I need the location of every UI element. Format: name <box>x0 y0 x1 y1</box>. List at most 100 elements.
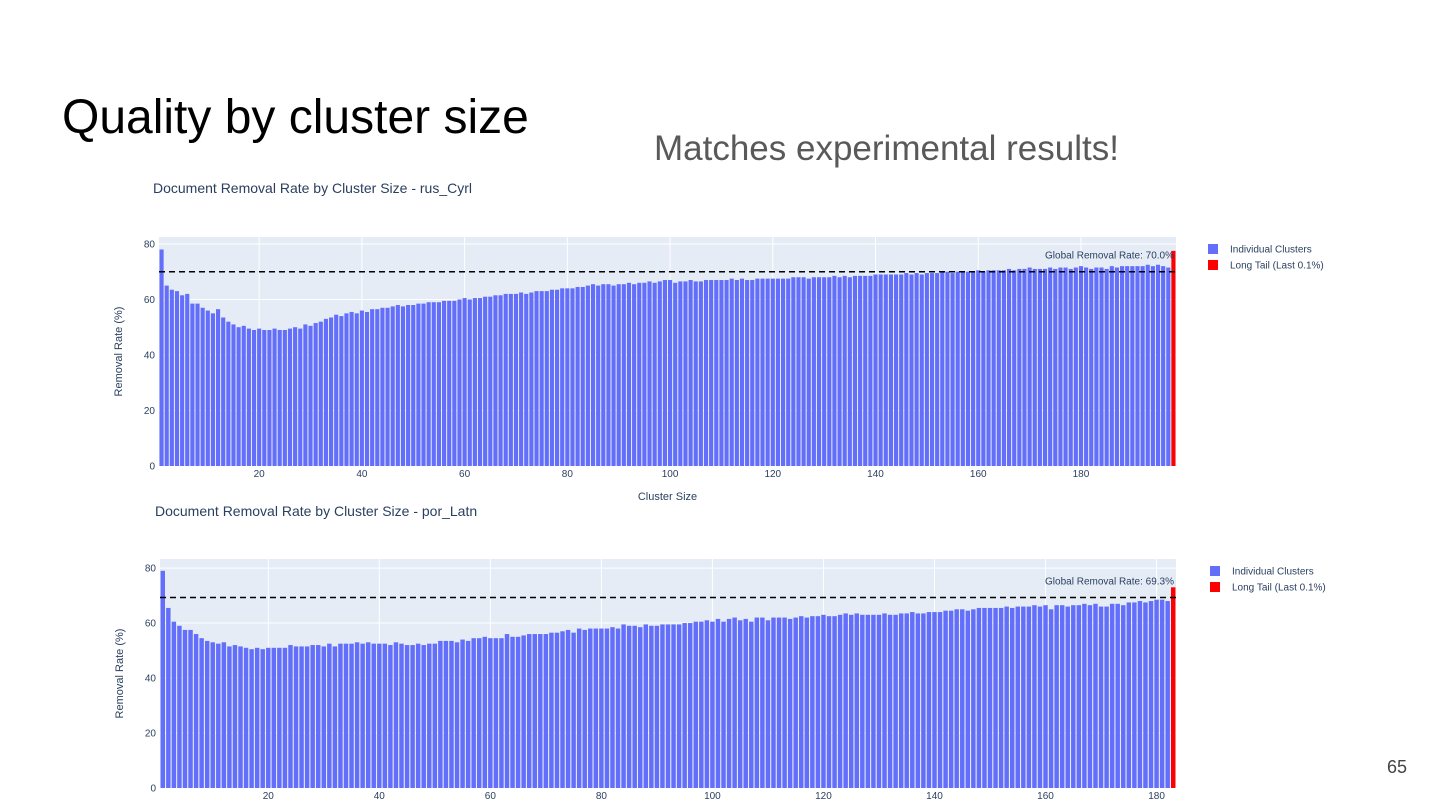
y-tick-label: 40 <box>145 674 157 685</box>
bar <box>793 617 798 788</box>
bar <box>765 278 770 466</box>
bar <box>782 617 787 788</box>
bar <box>981 271 986 466</box>
bar <box>593 628 599 788</box>
x-tick-label: 160 <box>970 469 987 480</box>
bar <box>415 643 421 788</box>
bar <box>236 327 241 466</box>
bar <box>610 627 615 788</box>
bar <box>948 610 954 788</box>
bar <box>811 277 816 466</box>
bar <box>467 299 472 466</box>
bar <box>251 329 257 466</box>
bar <box>1022 268 1027 466</box>
bar <box>954 609 959 788</box>
bar <box>343 643 349 788</box>
legend-swatch <box>1208 260 1218 270</box>
bar <box>698 281 703 466</box>
bar <box>193 634 199 788</box>
x-tick-label: 120 <box>815 791 832 802</box>
bar <box>364 311 370 466</box>
bar <box>987 607 993 788</box>
bar <box>626 282 632 466</box>
bar <box>750 280 755 466</box>
x-tick-label: 40 <box>356 469 368 480</box>
bar <box>526 634 532 788</box>
bar <box>883 274 888 466</box>
bar <box>471 638 476 788</box>
bar <box>1054 605 1059 788</box>
bar <box>287 328 293 466</box>
y-tick-label: 20 <box>144 406 156 417</box>
bar <box>910 612 915 788</box>
bar <box>308 325 313 466</box>
bar <box>1004 606 1009 788</box>
bar <box>327 643 332 788</box>
bar <box>804 617 810 788</box>
x-axis-label: Cluster Size <box>638 491 697 503</box>
bar <box>739 278 745 466</box>
bar <box>950 273 955 466</box>
bar <box>615 628 621 788</box>
bar <box>431 302 436 466</box>
bar <box>580 286 585 466</box>
bar <box>693 621 698 788</box>
x-tick-label: 100 <box>704 791 721 802</box>
bar <box>390 306 395 466</box>
bar <box>185 293 190 466</box>
bar <box>601 284 606 466</box>
bar <box>524 293 529 466</box>
bar <box>200 307 205 466</box>
bar <box>195 303 200 466</box>
bar <box>1104 606 1109 788</box>
bar <box>1093 603 1098 788</box>
bar <box>510 636 515 788</box>
bar <box>1017 268 1022 466</box>
bar <box>588 628 593 788</box>
bar <box>543 634 549 788</box>
bar <box>164 285 169 466</box>
bar <box>914 273 919 466</box>
bar <box>832 616 837 788</box>
bar <box>472 298 477 466</box>
bar <box>676 624 682 788</box>
bar <box>575 286 580 466</box>
bar <box>243 647 249 788</box>
bar <box>1143 602 1148 788</box>
bar <box>1161 266 1166 466</box>
bar <box>1053 268 1058 466</box>
bar <box>998 607 1004 788</box>
bar <box>174 291 180 466</box>
x-tick-label: 40 <box>374 791 386 802</box>
bar <box>438 640 443 788</box>
chart: Document Removal Rate by Cluster Size - … <box>113 180 1324 503</box>
bar <box>1068 268 1073 466</box>
bar <box>221 317 226 466</box>
bar <box>858 275 863 466</box>
bar <box>1009 607 1015 788</box>
bar <box>210 313 215 466</box>
bar <box>465 640 471 788</box>
bar <box>462 298 467 466</box>
bar <box>246 328 251 466</box>
plot-area <box>159 237 1176 466</box>
bar <box>1098 606 1104 788</box>
bar <box>791 277 796 466</box>
bar <box>1126 602 1132 788</box>
bar <box>370 309 375 466</box>
bar <box>159 249 164 466</box>
bar <box>349 311 354 466</box>
bar <box>344 313 349 466</box>
bar <box>1145 264 1150 466</box>
bar <box>878 274 883 466</box>
bar <box>519 292 524 466</box>
bar <box>488 296 493 466</box>
bar <box>935 273 940 466</box>
bar <box>932 612 937 788</box>
bar <box>393 642 399 788</box>
bar <box>1171 250 1176 466</box>
bar <box>277 647 282 788</box>
bar <box>699 621 704 788</box>
y-tick-label: 20 <box>145 729 157 740</box>
bar <box>232 645 238 788</box>
